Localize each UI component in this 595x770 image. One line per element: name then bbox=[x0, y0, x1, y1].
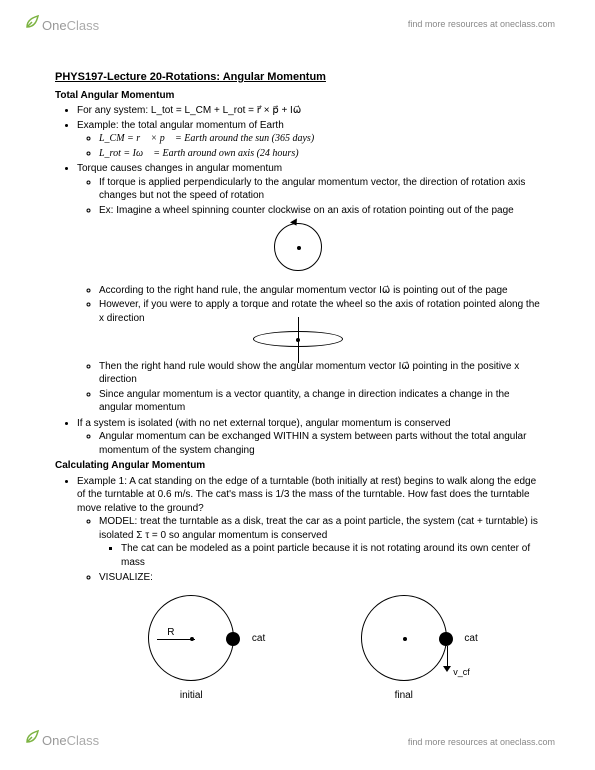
diagram-initial: R cat initial bbox=[148, 595, 234, 703]
list-item: Torque causes changes in angular momentu… bbox=[77, 162, 540, 217]
list-item: For any system: L_tot = L_CM + L_rot = r… bbox=[77, 104, 540, 118]
list-item: The cat can be modeled as a point partic… bbox=[121, 542, 540, 569]
logo-text: OneClass bbox=[42, 732, 99, 750]
text: L_rot = Iω⃗ = Earth around own axis (24 … bbox=[99, 148, 299, 159]
leaf-icon bbox=[24, 14, 40, 37]
text: Torque causes changes in angular momentu… bbox=[77, 163, 282, 174]
list-item: L_rot = Iω⃗ = Earth around own axis (24 … bbox=[99, 147, 540, 161]
ellipse-icon bbox=[253, 331, 343, 347]
velocity-arrow-icon bbox=[443, 666, 451, 672]
circle-icon bbox=[274, 223, 322, 271]
diagram-turntable: R cat initial cat v_cf final bbox=[55, 595, 540, 703]
velocity-line-icon bbox=[447, 646, 448, 668]
text: Example 1: A cat standing on the edge of… bbox=[77, 476, 536, 514]
list-item: According to the right hand rule, the an… bbox=[99, 284, 540, 298]
text: The cat can be modeled as a point partic… bbox=[121, 543, 530, 568]
radius-line-icon bbox=[157, 639, 195, 640]
list-item: Then the right hand rule would show the … bbox=[99, 360, 540, 387]
text: If a system is isolated (with no net ext… bbox=[77, 418, 451, 429]
turntable-circle-initial: R cat bbox=[148, 595, 234, 681]
axis-line-icon bbox=[298, 317, 299, 363]
footer-logo: OneClass bbox=[24, 729, 99, 752]
list-item: Angular momentum can be exchanged WITHIN… bbox=[99, 430, 540, 457]
logo-one: One bbox=[42, 733, 67, 748]
list-item: Ex: Imagine a wheel spinning counter clo… bbox=[99, 204, 540, 218]
logo-one: One bbox=[42, 18, 67, 33]
cat-label: cat bbox=[464, 632, 477, 646]
text: Angular momentum can be exchanged WITHIN… bbox=[99, 431, 526, 456]
diagram-wheel-ccw bbox=[55, 223, 540, 276]
text: VISUALIZE: bbox=[99, 572, 153, 583]
radius-label: R bbox=[167, 626, 174, 640]
logo-class: Class bbox=[67, 733, 100, 748]
footer-resource-link[interactable]: find more resources at oneclass.com bbox=[408, 736, 555, 748]
list-item: L_CM = r⃗ × p⃗ = Earth around the sun (3… bbox=[99, 132, 540, 146]
caption-initial: initial bbox=[148, 689, 234, 703]
leaf-icon bbox=[24, 729, 40, 752]
text: Ex: Imagine a wheel spinning counter clo… bbox=[99, 205, 514, 216]
page-title: PHYS197-Lecture 20-Rotations: Angular Mo… bbox=[55, 70, 540, 85]
logo-class: Class bbox=[67, 18, 100, 33]
arrow-icon bbox=[290, 219, 300, 228]
list-continued-2: Then the right hand rule would show the … bbox=[55, 360, 540, 458]
list-item: If torque is applied perpendicularly to … bbox=[99, 176, 540, 203]
text: However, if you were to apply a torque a… bbox=[99, 299, 540, 324]
header-resource-link[interactable]: find more resources at oneclass.com bbox=[408, 18, 555, 30]
caption-final: final bbox=[361, 689, 447, 703]
list-calc: Example 1: A cat standing on the edge of… bbox=[55, 475, 540, 585]
text: Then the right hand rule would show the … bbox=[99, 361, 519, 386]
list-item: However, if you were to apply a torque a… bbox=[99, 298, 540, 325]
velocity-label: v_cf bbox=[453, 666, 470, 678]
list-item: MODEL: treat the turntable as a disk, tr… bbox=[99, 515, 540, 569]
list-item: Example 1: A cat standing on the edge of… bbox=[77, 475, 540, 585]
text: For any system: L_tot = L_CM + L_rot = r… bbox=[77, 105, 301, 116]
cat-label: cat bbox=[252, 632, 265, 646]
document-body: PHYS197-Lecture 20-Rotations: Angular Mo… bbox=[55, 70, 540, 703]
text: Example: the total angular momentum of E… bbox=[77, 120, 284, 131]
section-heading-total: Total Angular Momentum bbox=[55, 89, 540, 103]
text: If torque is applied perpendicularly to … bbox=[99, 177, 525, 202]
turntable-circle-final: cat v_cf bbox=[361, 595, 447, 681]
list-item: VISUALIZE: bbox=[99, 571, 540, 585]
section-heading-calc: Calculating Angular Momentum bbox=[55, 459, 540, 473]
list-total: For any system: L_tot = L_CM + L_rot = r… bbox=[55, 104, 540, 217]
diagram-final: cat v_cf final bbox=[361, 595, 447, 703]
cat-dot-icon bbox=[439, 632, 453, 646]
list-item: Example: the total angular momentum of E… bbox=[77, 119, 540, 161]
text: Since angular momentum is a vector quant… bbox=[99, 389, 510, 414]
text: According to the right hand rule, the an… bbox=[99, 285, 508, 296]
logo-text: OneClass bbox=[42, 17, 99, 35]
list-item: If a system is isolated (with no net ext… bbox=[77, 417, 540, 458]
text: MODEL: treat the turntable as a disk, tr… bbox=[99, 516, 538, 541]
list-item: Since angular momentum is a vector quant… bbox=[99, 388, 540, 415]
text: L_CM = r⃗ × p⃗ = Earth around the sun (3… bbox=[99, 133, 314, 144]
center-dot-icon bbox=[403, 637, 407, 641]
diagram-wheel-x-axis bbox=[55, 331, 540, 352]
header-logo: OneClass bbox=[24, 14, 99, 37]
cat-dot-icon bbox=[226, 632, 240, 646]
